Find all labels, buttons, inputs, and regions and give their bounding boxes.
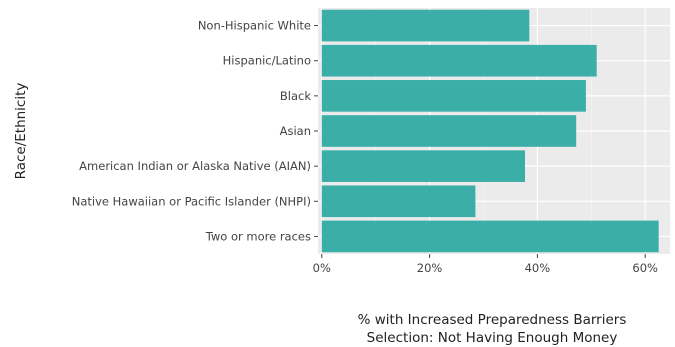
y-axis: Non-Hispanic White Hispanic/Latino Black As…: [72, 19, 318, 243]
bar: [321, 9, 530, 42]
bar: [321, 150, 525, 182]
x-tick-label: 40%: [525, 261, 551, 275]
bar: [321, 220, 659, 253]
y-tick-label: Two or more races: [205, 229, 311, 243]
y-tick-label: Native Hawaiian or Pacific Islander (NHP…: [72, 194, 311, 208]
y-tick-label: American Indian or Alaska Native (AIAN): [79, 159, 311, 173]
x-tick-label: 60%: [632, 261, 658, 275]
y-tick-label: Asian: [280, 124, 311, 138]
y-tick-label: Black: [280, 89, 311, 103]
bar: [321, 115, 577, 147]
y-axis-title: Race/Ethnicity: [13, 83, 29, 180]
x-axis-title-line-1: % with Increased Preparedness Barriers: [358, 312, 627, 328]
y-tick-label: Hispanic/Latino: [223, 54, 311, 68]
x-axis-title-line-2: Selection: Not Having Enough Money: [367, 330, 618, 346]
x-axis: 0% 20% 40% 60%: [313, 254, 658, 275]
bar: [321, 185, 476, 218]
x-tick-label: 20%: [417, 261, 443, 275]
y-tick-label: Non-Hispanic White: [198, 19, 311, 33]
bar: [321, 44, 597, 77]
bars: [321, 9, 659, 253]
x-tick-label: 0%: [313, 261, 331, 275]
bar: [321, 80, 586, 112]
